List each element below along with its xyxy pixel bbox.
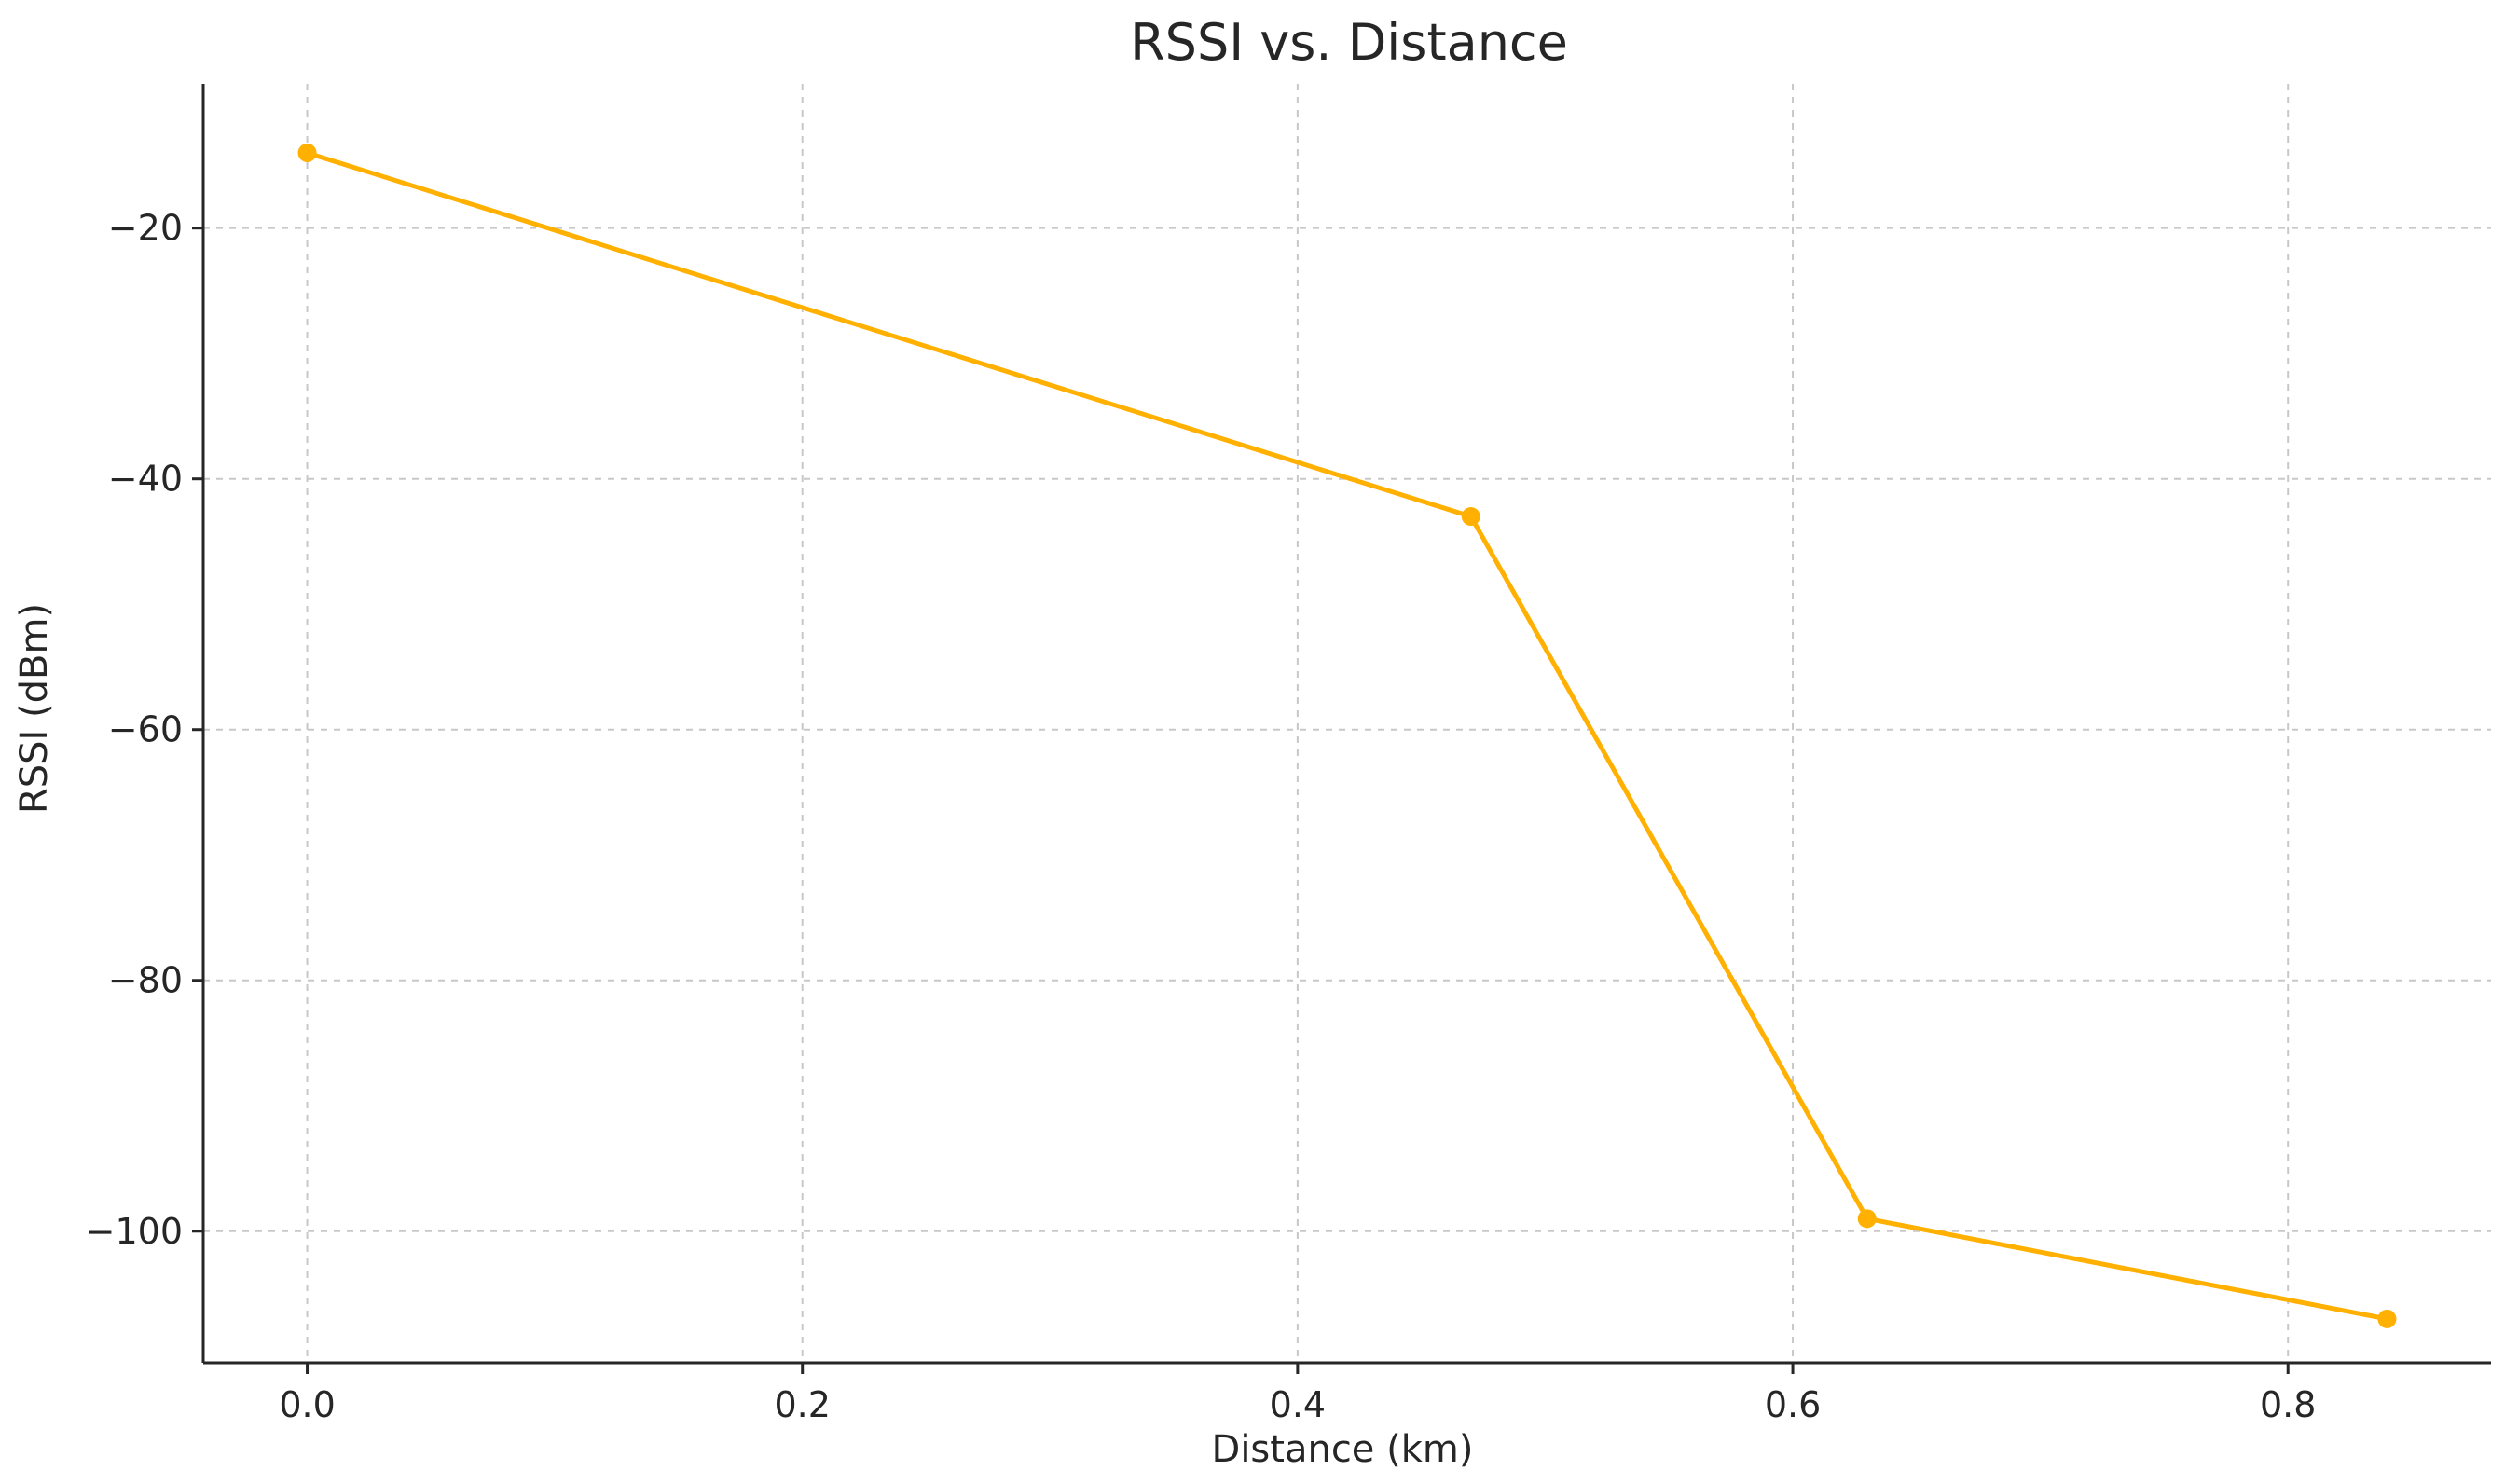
y-tick-label: −20 <box>108 208 183 249</box>
y-tick-label: −100 <box>86 1211 183 1252</box>
data-point <box>1857 1209 1877 1229</box>
x-tick-label: 0.4 <box>1270 1384 1326 1425</box>
data-point <box>2377 1309 2397 1328</box>
chart-title: RSSI vs. Distance <box>1130 13 1568 72</box>
x-tick-label: 0.6 <box>1765 1384 1821 1425</box>
x-tick-label: 0.2 <box>774 1384 830 1425</box>
x-tick-label: 0.0 <box>279 1384 335 1425</box>
y-tick-label: −80 <box>108 960 183 1001</box>
x-tick-label: 0.8 <box>2260 1384 2316 1425</box>
y-tick-label: −60 <box>108 709 183 750</box>
y-axis-label: RSSI (dBm) <box>13 603 56 814</box>
x-axis-label: Distance (km) <box>1212 1428 1474 1471</box>
data-point <box>1461 507 1480 527</box>
data-point <box>297 143 317 162</box>
x-axis-ticks: 0.0 0.2 0.4 0.6 0.8 <box>279 1363 2316 1425</box>
axes <box>201 84 2491 1365</box>
data-series <box>297 143 2397 1328</box>
series-line <box>305 150 2389 1322</box>
y-tick-label: −40 <box>108 459 183 500</box>
y-axis-ticks: −20 −40 −60 −80 −100 <box>86 208 203 1252</box>
grid-lines <box>203 84 2491 1363</box>
